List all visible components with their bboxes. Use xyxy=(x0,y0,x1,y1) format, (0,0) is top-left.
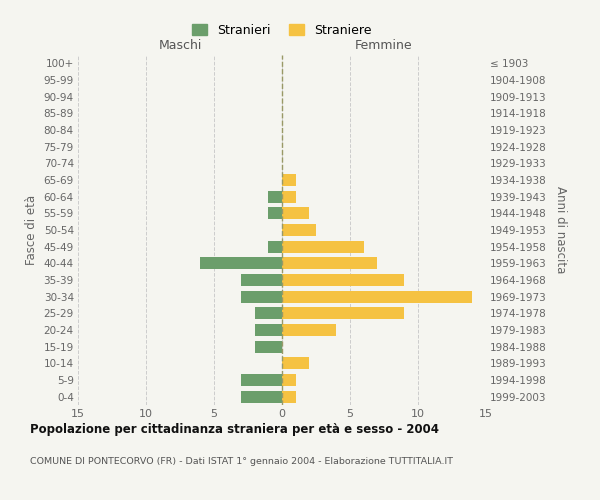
Bar xyxy=(282,358,309,370)
Bar xyxy=(255,308,282,320)
Bar xyxy=(282,374,296,386)
Bar xyxy=(282,390,296,402)
Text: COMUNE DI PONTECORVO (FR) - Dati ISTAT 1° gennaio 2004 - Elaborazione TUTTITALIA: COMUNE DI PONTECORVO (FR) - Dati ISTAT 1… xyxy=(30,458,453,466)
Y-axis label: Anni di nascita: Anni di nascita xyxy=(554,186,567,274)
Text: Femmine: Femmine xyxy=(355,38,413,52)
Bar xyxy=(268,208,282,220)
Y-axis label: Fasce di età: Fasce di età xyxy=(25,195,38,265)
Bar xyxy=(241,290,282,302)
Bar xyxy=(241,274,282,286)
Bar xyxy=(282,308,404,320)
Bar xyxy=(282,190,296,202)
Bar xyxy=(268,240,282,252)
Bar xyxy=(255,340,282,352)
Bar xyxy=(282,290,472,302)
Bar xyxy=(282,174,296,186)
Text: Maschi: Maschi xyxy=(158,38,202,52)
Bar xyxy=(282,240,364,252)
Bar xyxy=(282,258,377,270)
Bar xyxy=(255,324,282,336)
Bar xyxy=(268,190,282,202)
Legend: Stranieri, Straniere: Stranieri, Straniere xyxy=(187,18,377,42)
Bar xyxy=(282,208,309,220)
Bar xyxy=(282,224,316,236)
Bar xyxy=(200,258,282,270)
Bar xyxy=(282,324,337,336)
Bar xyxy=(241,390,282,402)
Bar xyxy=(241,374,282,386)
Bar xyxy=(282,274,404,286)
Text: Popolazione per cittadinanza straniera per età e sesso - 2004: Popolazione per cittadinanza straniera p… xyxy=(30,422,439,436)
